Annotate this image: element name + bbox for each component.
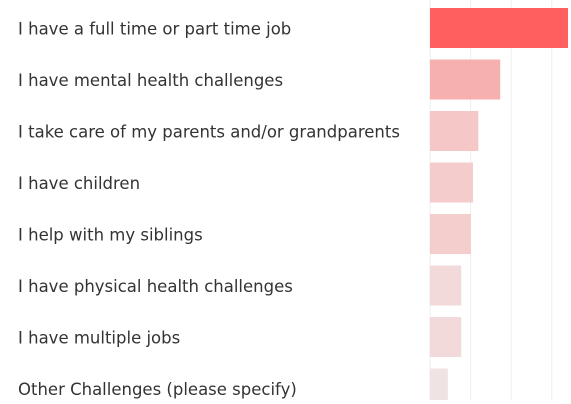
bar: [430, 265, 462, 306]
bar: [430, 8, 568, 48]
category-label: I have physical health challenges: [18, 277, 293, 296]
bar: [430, 214, 471, 254]
bar: [430, 111, 479, 151]
bar: [430, 368, 448, 404]
bar: [430, 59, 501, 100]
category-label: I take care of my parents and/or grandpa…: [18, 123, 400, 142]
category-label: I have children: [18, 174, 140, 193]
category-label: I help with my siblings: [18, 226, 203, 245]
bar: [430, 317, 462, 357]
category-label: I have multiple jobs: [18, 329, 180, 348]
category-label: I have a full time or part time job: [18, 20, 291, 39]
bar: [430, 162, 474, 203]
category-label: Other Challenges (please specify): [18, 380, 297, 399]
category-label: I have mental health challenges: [18, 71, 283, 90]
